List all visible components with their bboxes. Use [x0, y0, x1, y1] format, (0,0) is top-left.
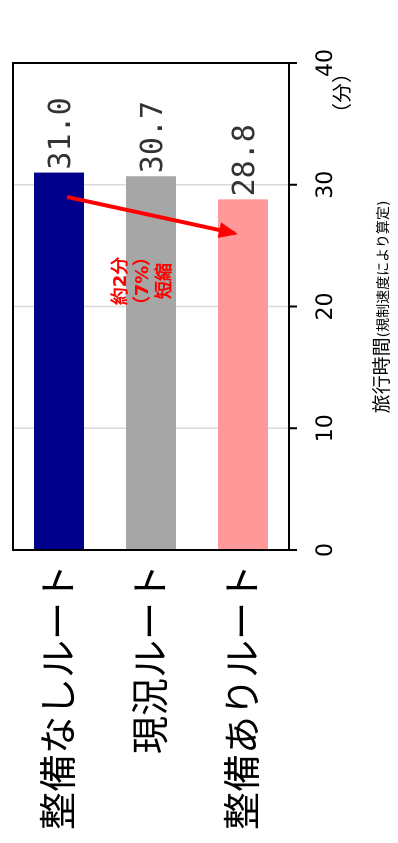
value-labels: 31.0 30.7 28.8 — [43, 97, 262, 196]
value-label: 31.0 — [43, 97, 78, 169]
tick-label: 30 — [313, 171, 338, 199]
x-axis-title: 旅行時間(規制速度により算定) — [371, 201, 393, 414]
value-label: 30.7 — [135, 101, 170, 173]
unit-label: （分） — [330, 63, 354, 123]
tick-label: 40 — [313, 49, 338, 77]
x-axis-ticks: 0 10 20 30 40 — [289, 49, 338, 557]
annotation-line: （7%） — [132, 248, 153, 315]
arrow-head — [217, 222, 238, 238]
annotation-line: 約2分 — [109, 257, 131, 306]
category-label: 整備ありルート — [221, 564, 265, 830]
annotation-text: 約2分（7%）短縮 — [109, 248, 175, 315]
x-axis-title-main: 旅行時間 — [371, 337, 393, 413]
annotation-line: 短縮 — [153, 263, 175, 299]
tick-label: 10 — [313, 414, 338, 442]
x-axis-title-note: (規制速度により算定) — [376, 201, 392, 338]
bar — [126, 176, 176, 550]
value-label: 28.8 — [227, 124, 262, 196]
bar — [218, 199, 268, 550]
bars — [34, 172, 268, 550]
annotation: 約2分（7%）短縮 — [66, 194, 238, 315]
category-label: 現況ルート — [129, 564, 173, 754]
bar — [34, 172, 84, 550]
category-label: 整備なしルート — [37, 564, 81, 830]
tick-label: 0 — [313, 543, 338, 557]
arrow-line — [66, 194, 236, 236]
tick-label: 20 — [313, 293, 338, 321]
category-labels: 整備なしルート 現況ルート 整備ありルート — [37, 564, 265, 830]
